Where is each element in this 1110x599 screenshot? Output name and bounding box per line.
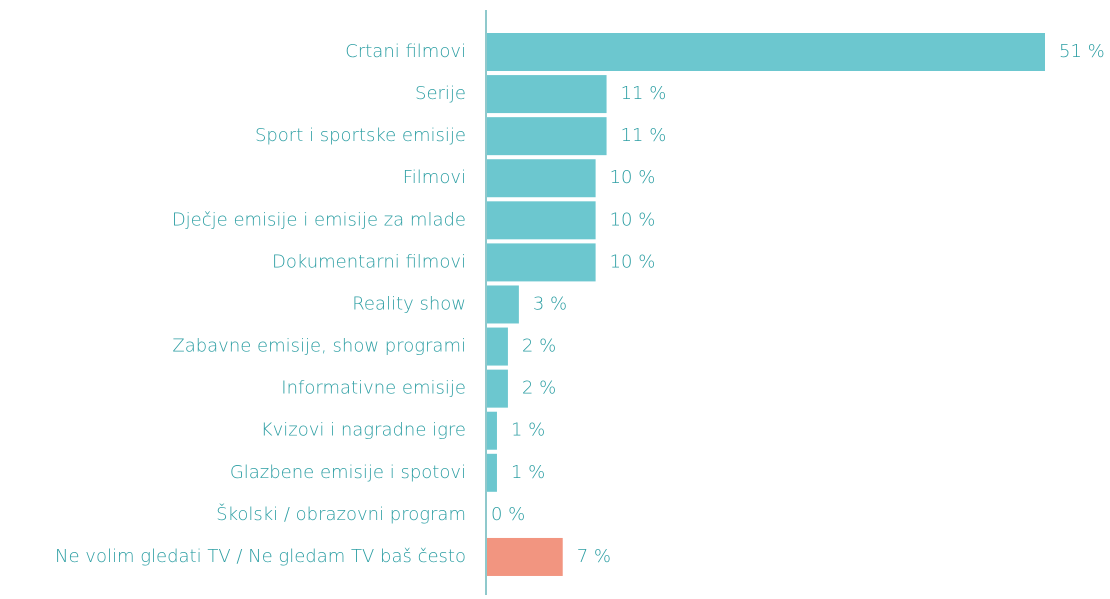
bar bbox=[486, 411, 497, 450]
value-label: 11 % bbox=[621, 125, 667, 146]
category-label: Školski / obrazovni program bbox=[216, 503, 466, 525]
category-label: Filmovi bbox=[403, 167, 466, 188]
category-label: Zabavne emisije, show programi bbox=[172, 336, 466, 357]
category-label: Informativne emisije bbox=[281, 378, 466, 399]
bar bbox=[486, 159, 596, 198]
value-label: 51 % bbox=[1059, 41, 1105, 62]
value-label: 2 % bbox=[522, 378, 556, 399]
bar bbox=[486, 453, 497, 492]
bar bbox=[486, 33, 1045, 71]
category-label: Sport i sportske emisije bbox=[255, 125, 466, 146]
category-label: Dječje emisije i emisije za mlade bbox=[172, 209, 466, 230]
value-label: 10 % bbox=[610, 209, 656, 230]
bar bbox=[486, 243, 596, 282]
value-label: 3 % bbox=[533, 293, 567, 314]
category-label: Ne volim gledati TV / Ne gledam TV baš č… bbox=[55, 546, 466, 567]
category-label: Dokumentarni filmovi bbox=[272, 251, 466, 272]
bar bbox=[486, 369, 508, 408]
category-label: Glazbene emisije i spotovi bbox=[230, 462, 466, 483]
category-label: Crtani filmovi bbox=[345, 41, 466, 62]
bar bbox=[486, 201, 596, 240]
bar bbox=[486, 327, 508, 366]
value-label: 10 % bbox=[610, 167, 656, 188]
bar bbox=[486, 117, 607, 156]
value-label: 11 % bbox=[621, 83, 667, 104]
bar bbox=[486, 285, 519, 324]
value-label: 0 % bbox=[491, 504, 525, 525]
category-label: Serije bbox=[415, 83, 466, 104]
value-label: 2 % bbox=[522, 336, 556, 357]
category-label: Reality show bbox=[352, 293, 466, 314]
value-label: 10 % bbox=[610, 251, 656, 272]
value-label: 1 % bbox=[511, 420, 545, 441]
category-label: Kvizovi i nagradne igre bbox=[261, 420, 466, 441]
value-label: 7 % bbox=[577, 546, 611, 567]
bar bbox=[486, 537, 563, 576]
bar bbox=[486, 75, 607, 114]
value-label: 1 % bbox=[511, 462, 545, 483]
